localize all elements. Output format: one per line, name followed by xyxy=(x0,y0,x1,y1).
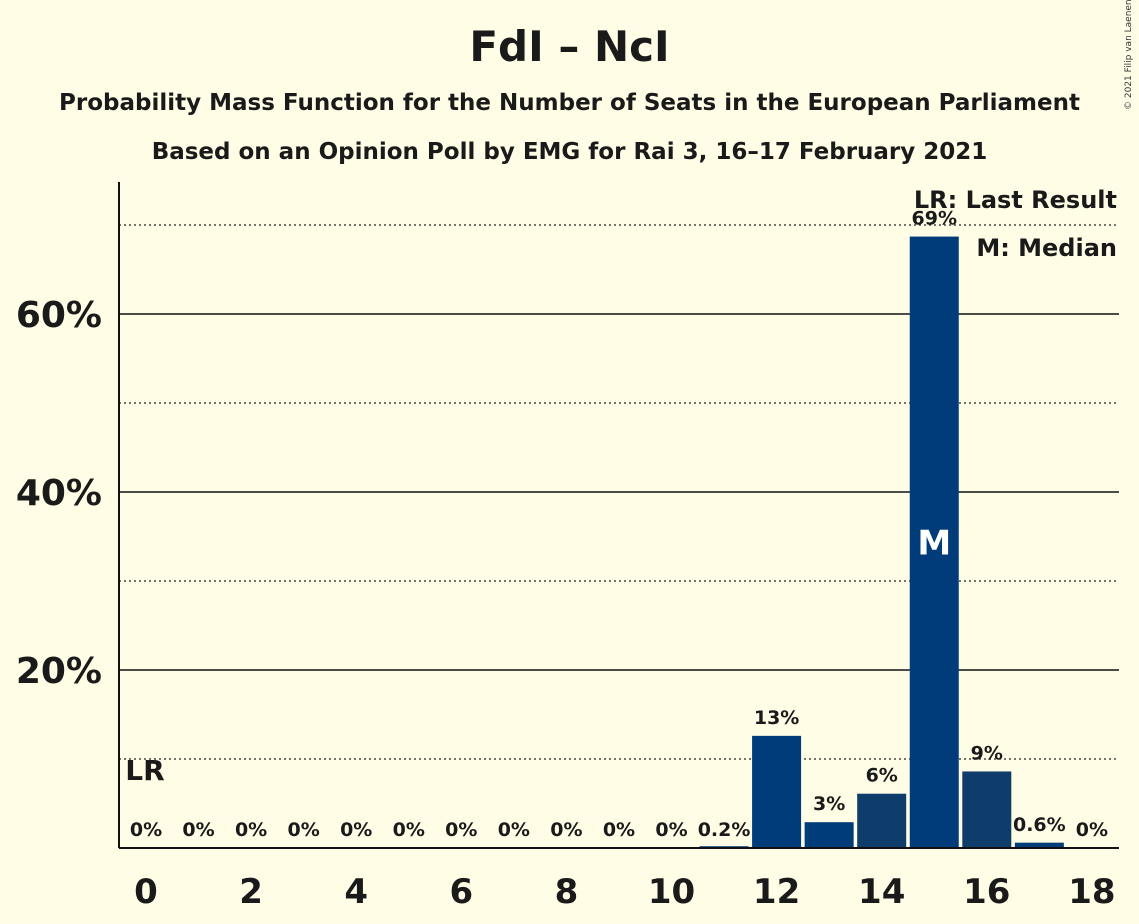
bar-value-label: 13% xyxy=(754,707,799,729)
bar-value-label: 0.6% xyxy=(1013,814,1066,836)
y-tick-label: 60% xyxy=(16,295,102,336)
bar-value-label: 0% xyxy=(288,819,320,841)
legend-median: M: Median xyxy=(976,234,1117,262)
bar xyxy=(1014,842,1064,848)
bar-value-label: 0.2% xyxy=(698,819,751,841)
bar xyxy=(857,793,907,848)
x-tick-label: 12 xyxy=(753,872,800,912)
y-tick-label: 40% xyxy=(16,473,102,514)
x-tick-label: 18 xyxy=(1068,872,1115,912)
bar xyxy=(909,236,959,848)
bar-value-label: 0% xyxy=(340,819,372,841)
chart-source: Based on an Opinion Poll by EMG for Rai … xyxy=(151,139,988,165)
bar xyxy=(962,771,1012,848)
median-marker: M xyxy=(917,523,951,563)
bar-value-label: 0% xyxy=(235,819,267,841)
x-tick-label: 14 xyxy=(858,872,905,912)
bar-value-label: 0% xyxy=(1076,819,1108,841)
x-tick-label: 6 xyxy=(449,872,473,912)
bar-value-label: 0% xyxy=(603,819,635,841)
bar-value-label: 0% xyxy=(498,819,530,841)
x-tick-label: 10 xyxy=(648,872,695,912)
chart-subtitle: Probability Mass Function for the Number… xyxy=(59,90,1080,116)
x-tick-label: 16 xyxy=(963,872,1010,912)
bar-value-label: 3% xyxy=(813,793,845,815)
bar-value-label: 0% xyxy=(550,819,582,841)
x-tick-label: 4 xyxy=(344,872,368,912)
bar-value-label: 0% xyxy=(182,819,214,841)
bar-value-label: 0% xyxy=(445,819,477,841)
bar-value-label: 0% xyxy=(393,819,425,841)
copyright-note: © 2021 Filip van Laenen xyxy=(1124,0,1134,110)
bar-value-label: 9% xyxy=(971,742,1003,764)
x-tick-label: 2 xyxy=(239,872,263,912)
bar-value-label: 0% xyxy=(130,819,162,841)
chart-title: FdI – NcI xyxy=(469,22,670,71)
last-result-marker: LR xyxy=(125,754,164,787)
x-tick-label: 8 xyxy=(555,872,579,912)
bar-value-label: 69% xyxy=(912,208,957,230)
bar-value-label: 6% xyxy=(866,765,898,787)
y-tick-label: 20% xyxy=(16,651,102,692)
legend-last-result: LR: Last Result xyxy=(913,186,1117,214)
x-tick-label: 0 xyxy=(134,872,158,912)
bar xyxy=(752,735,802,848)
bar xyxy=(804,822,854,848)
bar-value-label: 0% xyxy=(655,819,687,841)
